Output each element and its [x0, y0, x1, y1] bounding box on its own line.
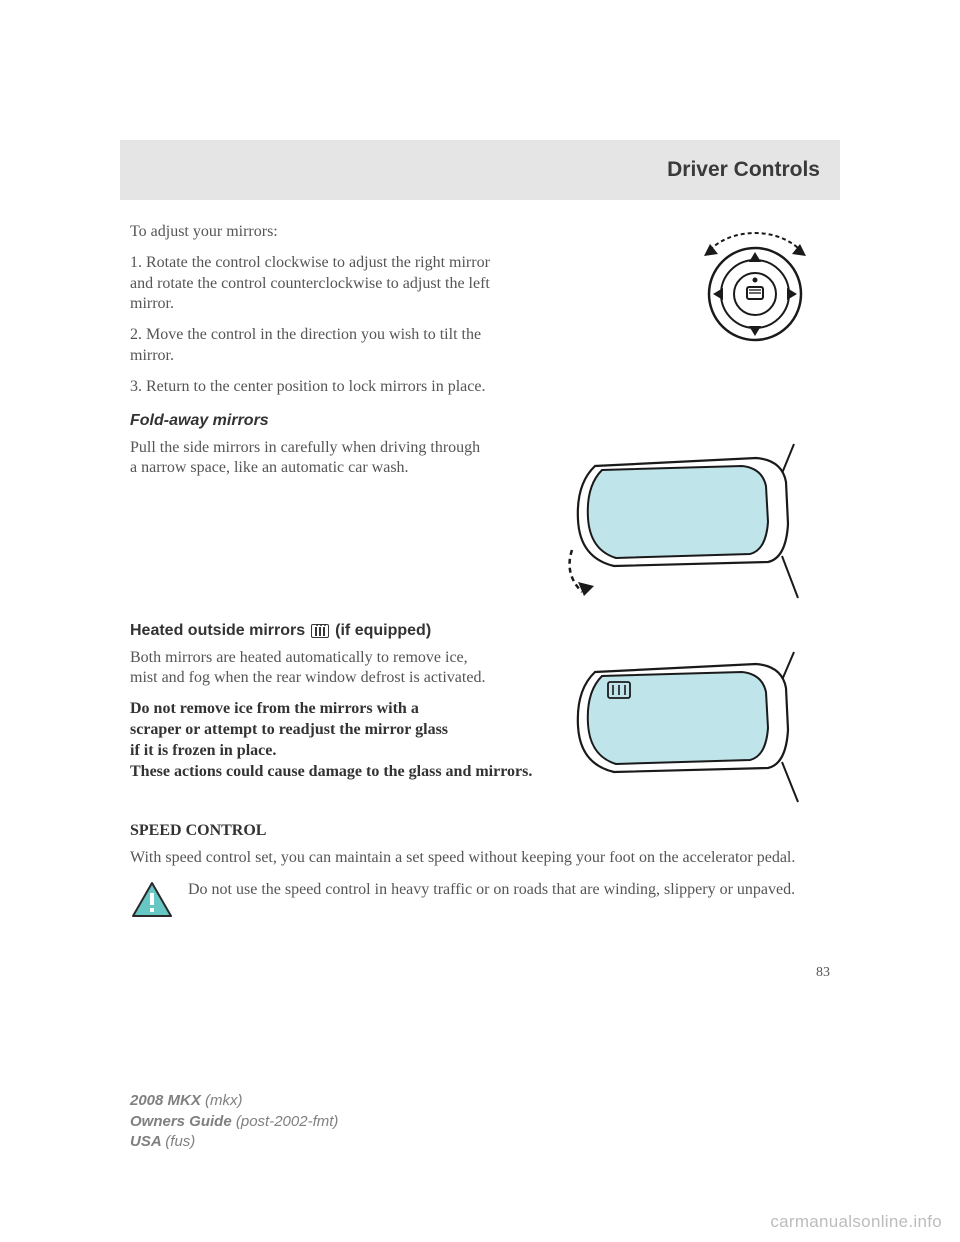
page-number: 83	[130, 965, 830, 981]
heated-text: Both mirrors are heated automatically to…	[130, 648, 490, 690]
speed-text: With speed control set, you can maintain…	[130, 848, 830, 869]
caution-icon	[130, 880, 174, 925]
footer-guide: Owners Guide	[130, 1113, 236, 1130]
mirror-control-knob-figure	[680, 222, 830, 357]
footer-region-code: (fus)	[165, 1133, 195, 1150]
heated-warning-narrow: Do not remove ice from the mirrors with …	[130, 699, 460, 761]
heated-heading-post: (if equipped)	[335, 622, 431, 640]
heated-warning-full: These actions could cause damage to the …	[130, 763, 532, 780]
mirrors-step1: 1. Rotate the control clockwise to adjus…	[130, 253, 490, 315]
footer-model: 2008 MKX	[130, 1092, 205, 1109]
section-header: Driver Controls	[120, 140, 840, 200]
footer-guide-code: (post-2002-fmt)	[236, 1113, 339, 1130]
speed-heading: SPEED CONTROL	[130, 822, 830, 840]
footer-region: USA	[130, 1133, 165, 1150]
footer: 2008 MKX (mkx) Owners Guide (post-2002-f…	[130, 1091, 338, 1152]
speed-caution-row: Do not use the speed control in heavy tr…	[130, 880, 830, 925]
defrost-icon	[311, 624, 329, 638]
heated-heading: Heated outside mirrors (if equipped)	[130, 622, 830, 640]
adjust-mirrors-section: To adjust your mirrors: 1. Rotate the co…	[130, 222, 830, 398]
section-title: Driver Controls	[667, 158, 820, 182]
footer-model-code: (mkx)	[205, 1092, 243, 1109]
speed-caution-text: Do not use the speed control in heavy tr…	[188, 880, 795, 901]
watermark: carmanualsonline.info	[770, 1212, 942, 1232]
foldaway-section: Pull the side mirrors in carefully when …	[130, 438, 830, 608]
heated-section: Both mirrors are heated automatically to…	[130, 648, 830, 808]
heated-mirror-figure	[550, 648, 830, 813]
foldaway-mirror-figure	[550, 438, 830, 613]
foldaway-heading: Fold-away mirrors	[130, 412, 830, 430]
foldaway-text: Pull the side mirrors in carefully when …	[130, 438, 490, 480]
mirrors-step3: 3. Return to the center position to lock…	[130, 377, 830, 398]
mirrors-step2: 2. Move the control in the direction you…	[130, 325, 490, 367]
mirrors-intro: To adjust your mirrors:	[130, 222, 490, 243]
heated-heading-pre: Heated outside mirrors	[130, 622, 305, 640]
